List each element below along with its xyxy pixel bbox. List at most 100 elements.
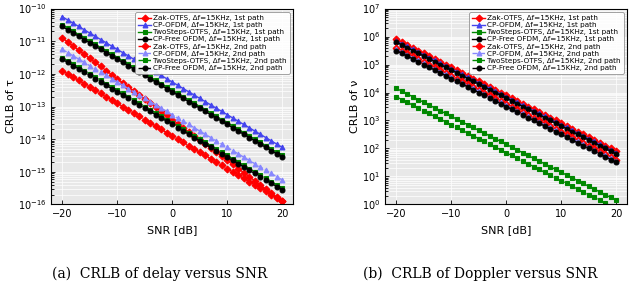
CP-Free OFDM, Δf=15KHz, 1st path: [547, 119, 554, 122]
CP-Free OFDM, Δf=15KHz, 1st path: [447, 68, 455, 72]
TwoSteps-OTFS, Δf=15KHz, 1st path: [513, 148, 521, 152]
CP-Free OFDM, Δf=15KHz, 1st path: [179, 97, 187, 100]
Zak-OTFS, Δf=15KHz, 2nd path: [602, 153, 609, 156]
CP-Free OFDM, Δf=15KHz, 2nd path: [414, 60, 422, 63]
Zak-OTFS, Δf=15KHz, 2nd path: [185, 144, 193, 147]
TwoSteps-OTFS, Δf=15KHz, 2nd path: [207, 144, 214, 147]
TwoSteps-OTFS, Δf=15KHz, 1st path: [251, 137, 259, 141]
CP-OFDM, Δf=15KHz, 1st path: [420, 53, 428, 57]
CP-OFDM, Δf=15KHz, 1st path: [502, 95, 510, 99]
Zak-OTFS, Δf=15KHz, 1st path: [486, 85, 493, 89]
TwoSteps-OTFS, Δf=15KHz, 2nd path: [234, 160, 242, 164]
Zak-OTFS, Δf=15KHz, 2nd path: [202, 154, 209, 157]
Zak-OTFS, Δf=15KHz, 2nd path: [524, 113, 532, 117]
CP-Free OFDM, Δf=15KHz, 2nd path: [508, 108, 516, 111]
Zak-OTFS, Δf=15KHz, 2nd path: [508, 105, 516, 108]
CP-Free OFDM, Δf=15KHz, 2nd path: [436, 71, 444, 75]
CP-Free OFDM, Δf=15KHz, 1st path: [229, 126, 237, 130]
TwoSteps-OTFS, Δf=15KHz, 2nd path: [426, 112, 433, 115]
Zak-OTFS, Δf=15KHz, 1st path: [447, 66, 455, 69]
CP-OFDM, Δf=15KHz, 2nd path: [212, 139, 220, 143]
Line: Zak-OTFS, Δf=15KHz, 1st path: Zak-OTFS, Δf=15KHz, 1st path: [60, 36, 285, 204]
TwoSteps-OTFS, Δf=15KHz, 1st path: [58, 23, 66, 27]
TwoSteps-OTFS, Δf=15KHz, 1st path: [530, 156, 538, 160]
CP-Free OFDM, Δf=15KHz, 1st path: [202, 110, 209, 113]
TwoSteps-OTFS, Δf=15KHz, 1st path: [97, 46, 104, 49]
CP-OFDM, Δf=15KHz, 1st path: [124, 54, 132, 58]
CP-OFDM, Δf=15KHz, 2nd path: [557, 131, 565, 135]
CP-Free OFDM, Δf=15KHz, 2nd path: [475, 91, 483, 94]
TwoSteps-OTFS, Δf=15KHz, 2nd path: [475, 137, 483, 140]
Zak-OTFS, Δf=15KHz, 1st path: [179, 126, 187, 130]
Zak-OTFS, Δf=15KHz, 1st path: [69, 44, 77, 48]
CP-Free OFDM, Δf=15KHz, 1st path: [218, 120, 225, 123]
Line: CP-OFDM, Δf=15KHz, 2nd path: CP-OFDM, Δf=15KHz, 2nd path: [60, 47, 285, 182]
TwoSteps-OTFS, Δf=15KHz, 1st path: [196, 105, 204, 108]
CP-Free OFDM, Δf=15KHz, 2nd path: [612, 161, 620, 164]
CP-OFDM, Δf=15KHz, 1st path: [519, 103, 527, 107]
CP-Free OFDM, Δf=15KHz, 1st path: [508, 99, 516, 103]
Zak-OTFS, Δf=15KHz, 1st path: [257, 183, 264, 187]
CP-Free OFDM, Δf=15KHz, 2nd path: [607, 158, 614, 161]
CP-OFDM, Δf=15KHz, 2nd path: [196, 129, 204, 133]
TwoSteps-OTFS, Δf=15KHz, 2nd path: [552, 176, 559, 179]
CP-Free OFDM, Δf=15KHz, 1st path: [251, 139, 259, 143]
CP-OFDM, Δf=15KHz, 1st path: [552, 120, 559, 124]
Zak-OTFS, Δf=15KHz, 1st path: [585, 135, 593, 139]
TwoSteps-OTFS, Δf=15KHz, 1st path: [469, 126, 477, 129]
Zak-OTFS, Δf=15KHz, 1st path: [223, 159, 231, 162]
CP-Free OFDM, Δf=15KHz, 1st path: [590, 141, 598, 145]
TwoSteps-OTFS, Δf=15KHz, 1st path: [108, 53, 116, 56]
CP-Free OFDM, Δf=15KHz, 2nd path: [141, 106, 148, 110]
CP-Free OFDM, Δf=15KHz, 1st path: [458, 74, 466, 78]
CP-OFDM, Δf=15KHz, 1st path: [403, 45, 411, 48]
Zak-OTFS, Δf=15KHz, 1st path: [262, 187, 269, 191]
CP-OFDM, Δf=15KHz, 2nd path: [453, 78, 461, 82]
TwoSteps-OTFS, Δf=15KHz, 2nd path: [251, 170, 259, 174]
Zak-OTFS, Δf=15KHz, 2nd path: [163, 131, 170, 134]
CP-Free OFDM, Δf=15KHz, 2nd path: [464, 85, 472, 89]
Zak-OTFS, Δf=15KHz, 1st path: [607, 147, 614, 150]
TwoSteps-OTFS, Δf=15KHz, 1st path: [414, 98, 422, 101]
CP-OFDM, Δf=15KHz, 2nd path: [541, 123, 548, 126]
Zak-OTFS, Δf=15KHz, 1st path: [218, 154, 225, 158]
TwoSteps-OTFS, Δf=15KHz, 2nd path: [119, 92, 127, 95]
CP-Free OFDM, Δf=15KHz, 2nd path: [568, 138, 576, 142]
CP-Free OFDM, Δf=15KHz, 1st path: [426, 57, 433, 60]
CP-Free OFDM, Δf=15KHz, 1st path: [557, 124, 565, 128]
TwoSteps-OTFS, Δf=15KHz, 2nd path: [245, 167, 253, 170]
CP-Free OFDM, Δf=15KHz, 2nd path: [563, 135, 570, 139]
CP-Free OFDM, Δf=15KHz, 1st path: [147, 77, 154, 80]
CP-OFDM, Δf=15KHz, 1st path: [119, 51, 127, 54]
CP-Free OFDM, Δf=15KHz, 1st path: [442, 66, 449, 69]
TwoSteps-OTFS, Δf=15KHz, 2nd path: [141, 105, 148, 108]
Zak-OTFS, Δf=15KHz, 1st path: [58, 36, 66, 40]
Zak-OTFS, Δf=15KHz, 1st path: [458, 71, 466, 75]
TwoSteps-OTFS, Δf=15KHz, 2nd path: [240, 164, 248, 167]
CP-OFDM, Δf=15KHz, 1st path: [130, 57, 138, 61]
Zak-OTFS, Δf=15KHz, 1st path: [524, 105, 532, 108]
CP-Free OFDM, Δf=15KHz, 1st path: [92, 44, 99, 48]
TwoSteps-OTFS, Δf=15KHz, 2nd path: [190, 134, 198, 138]
TwoSteps-OTFS, Δf=15KHz, 1st path: [464, 123, 472, 126]
Zak-OTFS, Δf=15KHz, 2nd path: [245, 180, 253, 183]
CP-Free OFDM, Δf=15KHz, 2nd path: [552, 130, 559, 133]
CP-OFDM, Δf=15KHz, 1st path: [268, 139, 275, 143]
Zak-OTFS, Δf=15KHz, 1st path: [174, 122, 182, 125]
TwoSteps-OTFS, Δf=15KHz, 2nd path: [147, 108, 154, 112]
CP-Free OFDM, Δf=15KHz, 2nd path: [174, 126, 182, 130]
Zak-OTFS, Δf=15KHz, 2nd path: [447, 74, 455, 78]
CP-OFDM, Δf=15KHz, 1st path: [108, 44, 116, 48]
CP-OFDM, Δf=15KHz, 1st path: [392, 39, 400, 42]
TwoSteps-OTFS, Δf=15KHz, 1st path: [392, 87, 400, 90]
CP-OFDM, Δf=15KHz, 1st path: [163, 77, 170, 80]
CP-OFDM, Δf=15KHz, 1st path: [245, 126, 253, 130]
CP-Free OFDM, Δf=15KHz, 1st path: [113, 57, 121, 61]
CP-Free OFDM, Δf=15KHz, 2nd path: [152, 113, 159, 116]
CP-OFDM, Δf=15KHz, 2nd path: [81, 61, 88, 64]
Zak-OTFS, Δf=15KHz, 2nd path: [273, 196, 280, 200]
TwoSteps-OTFS, Δf=15KHz, 2nd path: [403, 101, 411, 104]
CP-Free OFDM, Δf=15KHz, 2nd path: [179, 129, 187, 133]
CP-OFDM, Δf=15KHz, 1st path: [486, 87, 493, 90]
Zak-OTFS, Δf=15KHz, 2nd path: [557, 130, 565, 133]
